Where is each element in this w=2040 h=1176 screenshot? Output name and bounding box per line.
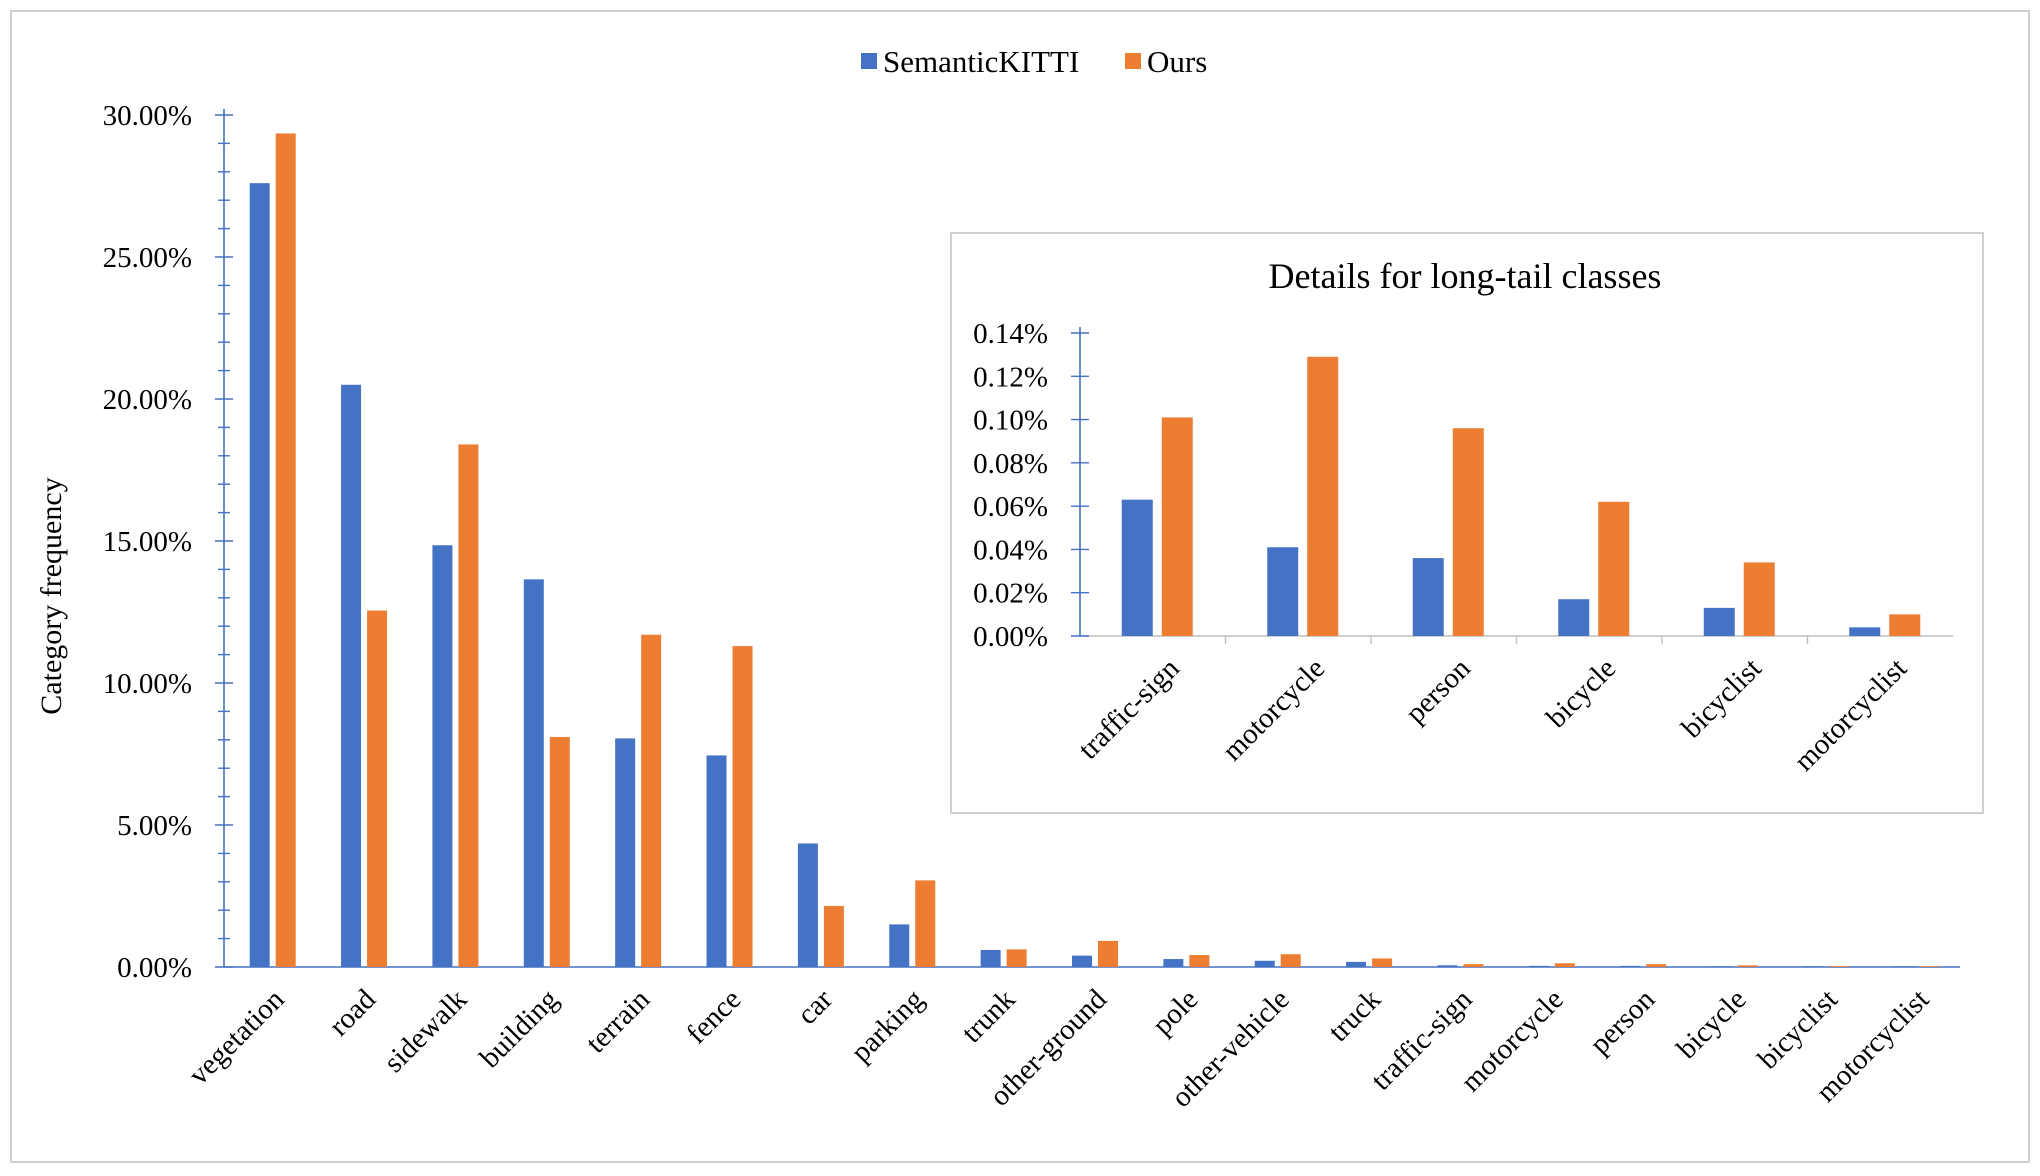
inset-bar-chart: Details for long-tail classes 0.00% 0.02%… <box>950 232 1984 814</box>
main-y-tick-label: 10.00% <box>103 668 192 700</box>
legend-label-semantickitti: SemanticKITTI <box>883 44 1079 79</box>
inset-y-tick-label: 0.10% <box>973 405 1048 437</box>
main-y-tick-label: 30.00% <box>103 100 192 132</box>
main-bar-ours-trunk <box>1006 949 1027 967</box>
inset-bar-ours-traffic-sign <box>1161 417 1193 636</box>
main-bar-semantickitti-bicyclist <box>1802 966 1823 967</box>
main-bar-ours-sidewalk <box>458 444 479 967</box>
main-bar-ours-motorcycle <box>1554 963 1575 967</box>
main-bar-semantickitti-bicycle <box>1711 966 1732 967</box>
inset-bar-semantickitti-bicycle <box>1558 599 1590 636</box>
main-y-tick-label: 15.00% <box>103 526 192 558</box>
main-bar-ours-pole <box>1189 955 1210 967</box>
main-bar-ours-building <box>549 736 570 967</box>
inset-bar-ours-motorcycle <box>1307 356 1339 636</box>
main-bars <box>249 133 1941 967</box>
main-bar-ours-motorcyclist <box>1920 966 1941 967</box>
main-bar-semantickitti-parking <box>889 924 910 967</box>
inset-y-tick-label: 0.14% <box>973 318 1048 350</box>
inset-y-tick-label: 0.02% <box>973 578 1048 610</box>
inset-bar-ours-bicycle <box>1598 501 1630 636</box>
main-y-tick-label: 5.00% <box>117 810 192 842</box>
main-bar-ours-other-ground <box>1098 940 1118 967</box>
main-bar-semantickitti-terrain <box>615 738 636 967</box>
inset-axes <box>1071 327 1953 644</box>
inset-y-tick-label: 0.12% <box>973 361 1048 393</box>
inset-y-tick-label: 0.00% <box>973 621 1048 653</box>
main-bar-semantickitti-car <box>797 843 818 967</box>
inset-title: Details for long-tail classes <box>1269 256 1662 296</box>
main-bar-semantickitti-truck <box>1346 961 1367 967</box>
main-bar-semantickitti-fence <box>706 755 727 967</box>
main-bar-semantickitti-sidewalk <box>432 545 453 967</box>
main-bar-semantickitti-motorcycle <box>1528 965 1549 967</box>
main-bar-semantickitti-trunk <box>980 949 1001 967</box>
inset-y-tick-label: 0.06% <box>973 491 1048 523</box>
main-bar-semantickitti-other-vehicle <box>1254 960 1275 967</box>
inset-bar-semantickitti-motorcycle <box>1267 547 1299 636</box>
inset-bar-ours-motorcyclist <box>1889 614 1921 636</box>
legend-swatch-semantickitti <box>861 53 877 69</box>
main-bar-ours-car <box>823 905 844 967</box>
legend-swatch-ours <box>1125 53 1141 69</box>
main-y-axis-label: Category frequency <box>35 477 68 714</box>
main-bar-ours-person <box>1646 964 1667 967</box>
inset-bar-ours-person <box>1452 428 1484 636</box>
main-bar-ours-truck <box>1372 958 1393 967</box>
inset-y-tick-label: 0.04% <box>973 534 1048 566</box>
legend: SemanticKITTI Ours <box>861 44 1207 79</box>
main-y-tick-label: 20.00% <box>103 384 192 416</box>
main-bar-semantickitti-person <box>1620 965 1641 967</box>
inset-bar-semantickitti-traffic-sign <box>1121 499 1153 636</box>
main-bar-ours-terrain <box>641 634 662 967</box>
main-bar-semantickitti-traffic-sign <box>1437 965 1458 967</box>
main-bar-ours-bicycle <box>1737 965 1758 967</box>
main-bar-semantickitti-building <box>523 579 544 967</box>
main-bar-ours-vegetation <box>275 133 296 967</box>
main-bar-semantickitti-vegetation <box>249 183 270 967</box>
main-y-tick-label: 25.00% <box>103 242 192 274</box>
inset-bar-semantickitti-motorcyclist <box>1849 627 1881 636</box>
main-bar-ours-fence <box>732 646 753 967</box>
main-bar-ours-road <box>367 610 388 967</box>
main-bar-ours-traffic-sign <box>1463 964 1484 967</box>
main-bar-semantickitti-motorcyclist <box>1894 966 1915 967</box>
inset-bar-ours-bicyclist <box>1743 562 1775 636</box>
main-y-tick-label: 0.00% <box>117 952 192 984</box>
main-bar-semantickitti-road <box>341 384 362 967</box>
legend-label-ours: Ours <box>1147 44 1207 79</box>
inset-bars <box>1121 356 1921 636</box>
main-bar-ours-bicyclist <box>1828 966 1849 967</box>
inset-y-tick-label: 0.08% <box>973 448 1048 480</box>
main-bar-semantickitti-pole <box>1163 959 1184 967</box>
inset-y-tick-labels: 0.00% 0.02% 0.04% 0.06% 0.08% 0.10% 0.12% 0.14% <box>973 318 1048 653</box>
inset-bar-semantickitti-bicyclist <box>1703 607 1735 636</box>
main-bar-ours-other-vehicle <box>1280 954 1301 967</box>
main-y-tick-labels: 0.00% 5.00% 10.00% 15.00% 20.00% 25.00% 30.00% <box>103 100 192 984</box>
inset-bar-semantickitti-person <box>1412 558 1444 636</box>
main-bar-semantickitti-other-ground <box>1072 955 1092 967</box>
main-bar-ours-parking <box>915 880 936 967</box>
